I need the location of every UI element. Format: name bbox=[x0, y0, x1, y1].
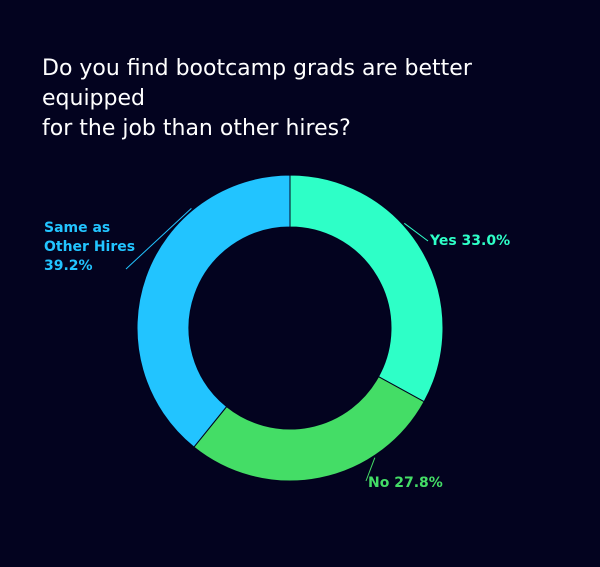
donut-slice-no bbox=[193, 375, 425, 482]
slice-label-same-as-other-hires: Same as Other Hires 39.2% bbox=[44, 220, 135, 274]
chart-title-line-2: for the job than other hires? bbox=[42, 116, 351, 141]
donut-slice-yes bbox=[289, 174, 444, 403]
leader-line-same-as-other-hires bbox=[125, 208, 192, 270]
chart-title-line-1: Do you find bootcamp grads are better eq… bbox=[42, 56, 472, 111]
donut-slice-same-as-other-hires bbox=[136, 174, 291, 448]
slice-label-yes: Yes 33.0% bbox=[429, 233, 510, 249]
leader-line-no bbox=[365, 457, 376, 482]
slice-label-no: No 27.8% bbox=[368, 475, 443, 491]
leader-line-yes bbox=[404, 222, 429, 242]
chart-title: Do you find bootcamp grads are better eq… bbox=[42, 54, 562, 144]
